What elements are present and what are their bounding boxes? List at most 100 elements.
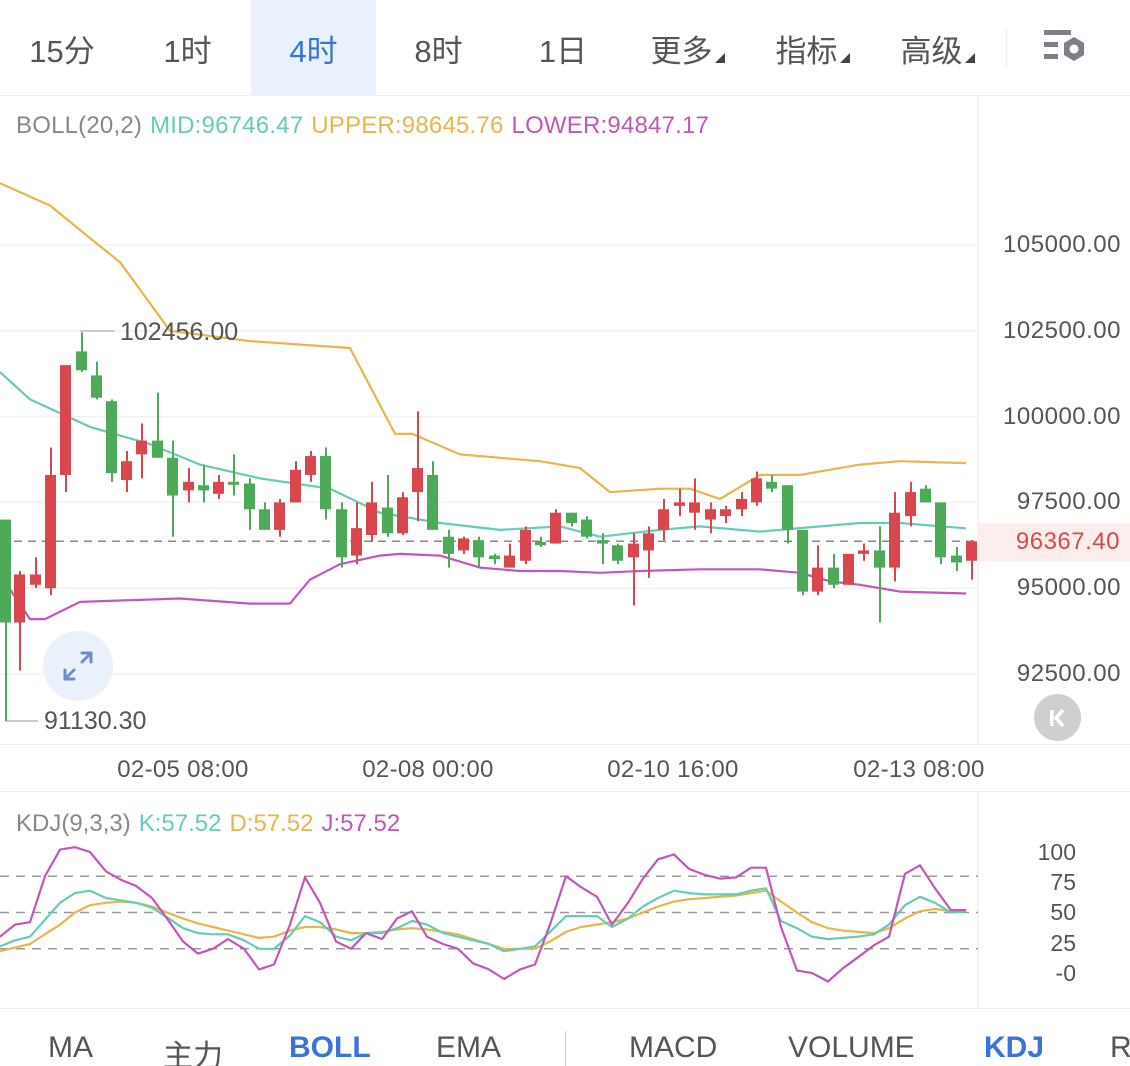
kdj-j-value: J:57.52 (321, 810, 401, 837)
boll-upper-line (0, 182, 967, 501)
candle-body (889, 512, 900, 568)
candle-body (30, 574, 41, 585)
jump-to-end-icon (1049, 708, 1064, 727)
candle-body (858, 550, 869, 554)
candle-body (136, 440, 147, 455)
timeframe-tab[interactable]: 8时 (376, 0, 501, 96)
timeframe-tab[interactable]: 4时 (251, 0, 376, 96)
dropdown-menu-button[interactable]: 更多 (625, 0, 750, 96)
fullscreen-button[interactable] (43, 631, 113, 701)
scroll-to-latest-button[interactable] (1034, 694, 1081, 741)
indicator-tab-volume[interactable]: VOLUME (788, 1031, 915, 1064)
dropdown-label: 高级 (900, 33, 963, 69)
candle-body (14, 574, 25, 623)
candle-body (812, 567, 823, 592)
candle-body (674, 502, 685, 506)
candle-body (905, 492, 916, 517)
current-price-tag: 96367.40 (978, 523, 1130, 561)
indicator-tabs-divider (565, 1031, 566, 1066)
candle-body (0, 519, 11, 623)
time-axis: 02-05 08:00 02-08 00:00 02-10 16:00 02-13 0… (0, 744, 1130, 792)
candle-body (91, 375, 102, 398)
dropdown-menu-button[interactable]: 高级 (875, 0, 1000, 96)
candle-body (106, 401, 117, 474)
candle-body (305, 456, 316, 475)
indicator-tab-kdj[interactable]: KDJ (984, 1031, 1045, 1064)
kdj-j-line (0, 846, 966, 983)
candle-body (736, 498, 747, 510)
timeframe-tabs: 15分 1时 4时 8时 1日 更多 指标 高级 (0, 0, 1006, 96)
chart-settings-icon (1044, 30, 1084, 61)
candle-body (152, 440, 163, 458)
indicator-tab-r[interactable]: R (1110, 1031, 1130, 1064)
indicator-tab-ema[interactable]: EMA (436, 1031, 502, 1064)
dropdown-caret-icon (714, 53, 725, 63)
dropdown-caret-icon (964, 53, 975, 63)
candle-body (628, 543, 639, 558)
indicator-tab-macd[interactable]: MACD (629, 1031, 718, 1064)
timeframe-tab[interactable]: 1时 (124, 0, 251, 96)
candle-body (643, 533, 654, 551)
candle-body (951, 555, 962, 563)
boll-legend: BOLL(20,2) MID:96746.47 UPPER:98645.76 LOWE… (16, 112, 717, 140)
candle-body (597, 540, 608, 544)
kdj-axis-tick: 100 (1037, 839, 1076, 865)
candle-body (228, 481, 239, 485)
candle-body (382, 507, 393, 534)
price-axis-tick: 95000.00 (1016, 574, 1121, 601)
dropdown-menu-button[interactable]: 指标 (750, 0, 875, 96)
price-axis-tick: 102500.00 (1003, 317, 1121, 344)
time-axis-label: 02-13 08:00 (853, 756, 985, 783)
timeframe-tab[interactable]: 15分 (0, 0, 124, 96)
candle-body (473, 540, 484, 558)
price-axis-tick: 97500.00 (1016, 488, 1121, 515)
candle-body (351, 528, 362, 556)
boll-lower-value: LOWER:94847.17 (511, 112, 710, 139)
candle-body (320, 456, 331, 510)
kdj-axis-tick: 50 (1050, 899, 1076, 925)
candle-body (581, 519, 592, 537)
indicator-tab-ma[interactable]: MA (48, 1031, 93, 1064)
candle-body (751, 478, 762, 503)
kdj-d-value: D:57.52 (229, 810, 314, 837)
candle-body (612, 545, 623, 561)
candle-body (183, 481, 194, 491)
candle-body (874, 550, 885, 568)
candle-body (274, 502, 285, 530)
indicator-tabs: MA 主力 BOLL EMA MACD VOLUME KDJ R (0, 1008, 1130, 1066)
candle-body (213, 481, 224, 494)
price-axis-tick: 92500.00 (1016, 660, 1121, 687)
candle-body (290, 469, 301, 503)
candle-body (489, 555, 500, 560)
indicator-tab-主力[interactable]: 主力 (163, 1040, 223, 1066)
kdj-k-value: K:57.52 (138, 810, 222, 837)
dropdown-label: 指标 (775, 33, 838, 69)
candle-body (550, 512, 561, 544)
boll-mid-line (0, 371, 967, 538)
kdj-axis-tick: 25 (1050, 930, 1076, 956)
candle-body (397, 497, 408, 534)
candle-body (458, 538, 469, 551)
dropdown-label: 更多 (650, 33, 713, 69)
candle-body (259, 509, 270, 530)
chart-settings-button[interactable] (1044, 28, 1090, 68)
price-axis-tick: 100000.00 (1003, 403, 1121, 430)
timeframe-tab[interactable]: 1日 (501, 0, 625, 96)
period-low-label: 91130.30 (44, 707, 147, 735)
time-axis-label: 02-05 08:00 (117, 756, 249, 783)
timeframe-tab-label: 4时 (289, 33, 338, 69)
candle-body (782, 485, 793, 530)
candle-body (244, 483, 255, 510)
boll-name: BOLL(20,2) (16, 112, 143, 139)
candle-body (60, 365, 71, 475)
candle-body (198, 485, 209, 491)
kdj-axis-tick: -0 (1055, 960, 1076, 986)
kdj-axis-tick: 75 (1050, 869, 1076, 895)
candle-body (966, 541, 977, 561)
candle-body (366, 502, 377, 536)
candle-body (828, 567, 839, 585)
indicator-tab-boll[interactable]: BOLL (289, 1031, 371, 1064)
expand-icon (63, 651, 93, 681)
dropdown-caret-icon (839, 53, 850, 63)
